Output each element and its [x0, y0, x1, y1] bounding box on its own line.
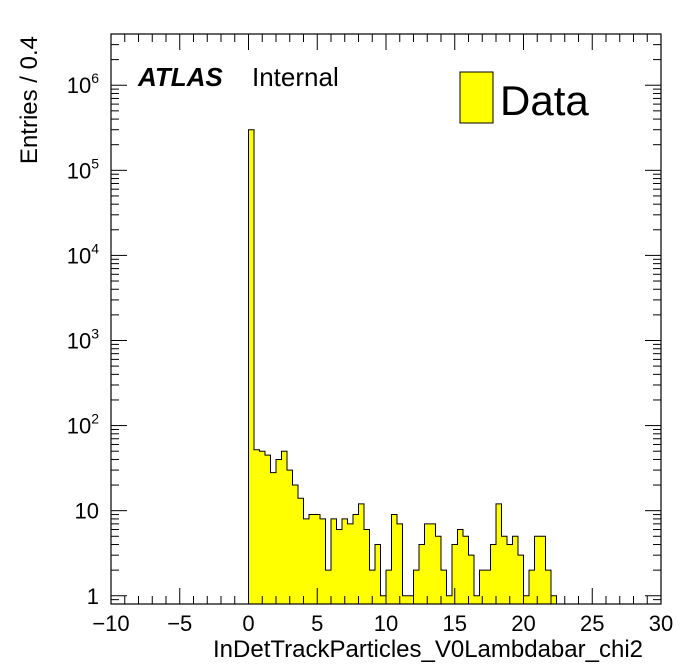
histogram-bin [408, 595, 414, 604]
histogram-bin [485, 570, 491, 604]
histogram-bin [281, 451, 287, 604]
histogram-bin [347, 523, 353, 604]
histogram-bin [331, 518, 337, 604]
histogram-bin [391, 514, 397, 604]
x-axis-title: InDetTrackParticles_V0Lambdabar_chi2 [213, 636, 643, 663]
histogram-bin [270, 472, 276, 604]
x-tick-label: 15 [443, 611, 467, 636]
histogram-bin [518, 555, 524, 604]
histogram-bin [353, 514, 359, 604]
x-tick-label: 20 [511, 611, 535, 636]
histogram-bin [259, 451, 265, 604]
y-tick-label: 10 [75, 499, 99, 524]
x-tick-label: 25 [580, 611, 604, 636]
y-tick-label: 106 [67, 70, 99, 98]
x-tick-label: 0 [242, 611, 254, 636]
histogram-bin [507, 544, 513, 604]
legend-swatch [459, 71, 494, 124]
histogram-bin [523, 595, 529, 604]
histogram-bin [358, 503, 364, 604]
atlas-label: ATLAS [137, 62, 223, 92]
x-tick-label: −5 [167, 611, 192, 636]
histogram-bin [540, 536, 546, 604]
y-tick-label: 103 [67, 325, 99, 353]
y-tick-label: 102 [67, 411, 99, 439]
histogram-outline [248, 129, 557, 604]
histogram-bin [435, 536, 441, 604]
histogram-bin [529, 570, 535, 604]
histogram-bin [512, 536, 518, 604]
histogram-bin [419, 544, 425, 604]
histogram-bin [430, 523, 436, 604]
histogram-bin [369, 570, 375, 604]
histogram-bin [463, 536, 469, 604]
x-tick-label: −10 [92, 611, 129, 636]
histogram-bars [248, 129, 557, 604]
x-tick-labels: −10 −5 0 5 10 15 20 25 30 [92, 611, 673, 636]
histogram-bin [303, 518, 309, 604]
histogram-bin [298, 498, 304, 604]
x-tick-label: 10 [374, 611, 398, 636]
x-tick-label: 5 [311, 611, 323, 636]
histogram-bin [413, 570, 419, 604]
histogram-bin [501, 536, 507, 604]
histogram-bin [248, 129, 254, 604]
histogram-bin [496, 503, 502, 604]
y-tick-label: 105 [67, 155, 99, 183]
histogram-bin [490, 544, 496, 604]
histogram-bin [402, 595, 408, 604]
y-axis-title: Entries / 0.4 [16, 36, 43, 164]
internal-label: Internal [252, 62, 339, 92]
histogram-bin [292, 485, 298, 604]
histogram-bin [336, 529, 342, 604]
histogram-bin [364, 529, 370, 604]
axis-ticks [110, 33, 662, 605]
y-tick-label: 1 [87, 584, 99, 609]
histogram-bin [479, 570, 485, 604]
legend-label: Data [500, 77, 589, 124]
histogram-bin [457, 529, 463, 604]
x-tick-label: 30 [649, 611, 673, 636]
y-tick-label: 104 [67, 240, 99, 268]
histogram-bin [287, 470, 293, 604]
histogram-bin [468, 555, 474, 604]
histogram-bin [452, 544, 458, 604]
histogram-bin [314, 514, 320, 604]
histogram-bin [380, 595, 386, 604]
histogram-bin [320, 518, 326, 604]
histogram-bin [424, 523, 430, 604]
histogram-bin [342, 518, 348, 604]
histogram-bin [551, 595, 557, 604]
histogram-bin [276, 459, 282, 604]
histogram-bin [386, 570, 392, 604]
histogram-bin [474, 595, 480, 604]
histogram-bin [254, 449, 260, 604]
histogram-bin [534, 536, 540, 604]
histogram-bin [397, 523, 403, 604]
histogram-bin [265, 455, 271, 604]
y-tick-labels: 1 10 102 103 104 105 106 [67, 70, 99, 609]
histogram-bin [325, 570, 331, 604]
histogram-bin [309, 514, 315, 604]
histogram-bin [545, 570, 551, 604]
histogram-bin [446, 595, 452, 604]
histogram-bin [375, 544, 381, 604]
histogram-bin [441, 570, 447, 604]
